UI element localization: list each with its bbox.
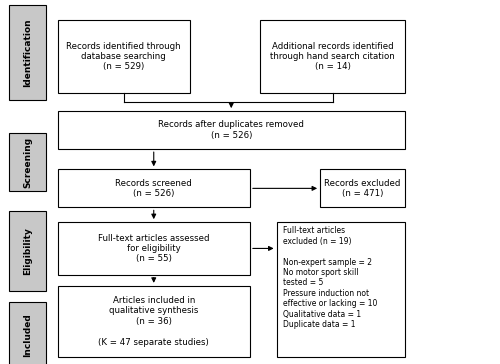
- Text: Articles included in
qualitative synthesis
(n = 36)

(K = 47 separate studies): Articles included in qualitative synthes…: [98, 296, 209, 347]
- Text: Records identified through
database searching
(n = 529): Records identified through database sear…: [66, 41, 181, 71]
- Text: Records excluded
(n = 471): Records excluded (n = 471): [324, 179, 400, 198]
- FancyBboxPatch shape: [9, 5, 46, 100]
- Text: Eligibility: Eligibility: [23, 227, 32, 275]
- FancyBboxPatch shape: [58, 111, 405, 149]
- FancyBboxPatch shape: [58, 286, 250, 357]
- Text: Identification: Identification: [23, 19, 32, 87]
- Text: Included: Included: [23, 313, 32, 357]
- FancyBboxPatch shape: [260, 20, 405, 93]
- Text: Full-text articles assessed
for eligibility
(n = 55): Full-text articles assessed for eligibil…: [98, 234, 210, 263]
- FancyBboxPatch shape: [320, 169, 405, 207]
- FancyBboxPatch shape: [276, 222, 405, 357]
- FancyBboxPatch shape: [58, 169, 250, 207]
- Text: Records screened
(n = 526): Records screened (n = 526): [116, 179, 192, 198]
- Text: Additional records identified
through hand search citation
(n = 14): Additional records identified through ha…: [270, 41, 395, 71]
- Text: Full-text articles
excluded (n = 19)

Non-expert sample = 2
No motor sport skill: Full-text articles excluded (n = 19) Non…: [282, 226, 377, 329]
- FancyBboxPatch shape: [58, 20, 190, 93]
- Text: Records after duplicates removed
(n = 526): Records after duplicates removed (n = 52…: [158, 120, 304, 140]
- FancyBboxPatch shape: [9, 211, 46, 291]
- Text: Screening: Screening: [23, 136, 32, 187]
- FancyBboxPatch shape: [58, 222, 250, 275]
- FancyBboxPatch shape: [9, 302, 46, 364]
- FancyBboxPatch shape: [9, 133, 46, 191]
